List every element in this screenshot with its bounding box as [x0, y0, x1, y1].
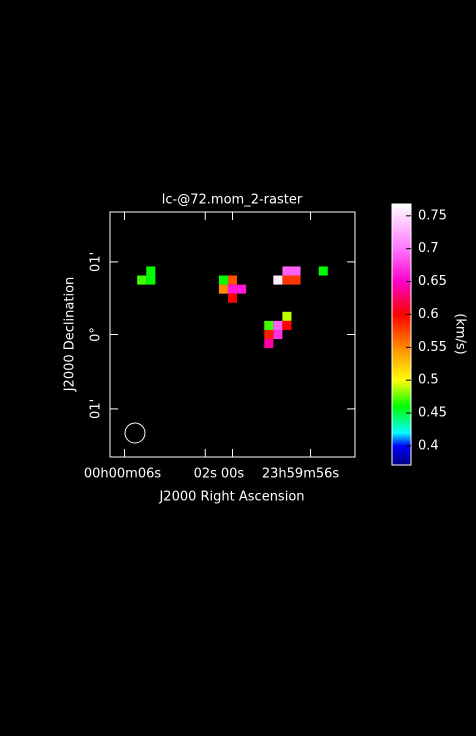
pixel [146, 266, 156, 276]
pixel [227, 284, 238, 294]
pixel [273, 275, 283, 285]
colorbar-tick-label: 0.55 [418, 340, 447, 355]
pixel [282, 320, 292, 330]
pixel [291, 266, 301, 276]
y-tick-label: 01' [89, 399, 104, 419]
pixel [218, 284, 228, 294]
pixel [227, 293, 238, 303]
pixel [264, 320, 274, 330]
pixel [218, 275, 228, 285]
chart-title: lc-@72.mom_2-raster [162, 193, 303, 208]
beam [124, 422, 146, 444]
pixel [146, 275, 156, 285]
colorbar-label: (km/s) [453, 313, 468, 355]
y-tick-label: 0° [89, 327, 104, 342]
pixel [291, 275, 301, 285]
colorbar-tick-label: 0.45 [418, 406, 447, 421]
y-axis-label: J2000 Declination [63, 277, 78, 393]
colorbar-tick-label: 0.65 [418, 274, 447, 289]
colorbar-tick-label: 0.5 [418, 373, 439, 388]
pixel [273, 329, 283, 340]
y-tick-label: 01' [89, 252, 104, 272]
pixel [137, 275, 147, 285]
pixel [227, 275, 238, 285]
pixel [264, 329, 274, 340]
pixel [282, 266, 292, 276]
x-axis-label: J2000 Right Ascension [158, 490, 304, 505]
pixel [237, 284, 247, 294]
pixel [264, 339, 274, 349]
x-tick-label: 00s [221, 467, 245, 482]
pixel [318, 266, 328, 276]
x-tick-label: 23h59m56s [262, 467, 340, 482]
pixel [282, 311, 292, 321]
pixel [282, 275, 292, 285]
pixel [273, 320, 283, 330]
colorbar-tick-label: 0.7 [418, 241, 439, 256]
colorbar-tick-label: 0.6 [418, 307, 439, 322]
x-tick-label: 02s [194, 467, 218, 482]
colorbar-tick-label: 0.75 [418, 208, 447, 223]
x-tick-label: 00h00m06s [84, 467, 162, 482]
colorbar [391, 203, 412, 466]
colorbar-tick-label: 0.4 [418, 438, 439, 453]
